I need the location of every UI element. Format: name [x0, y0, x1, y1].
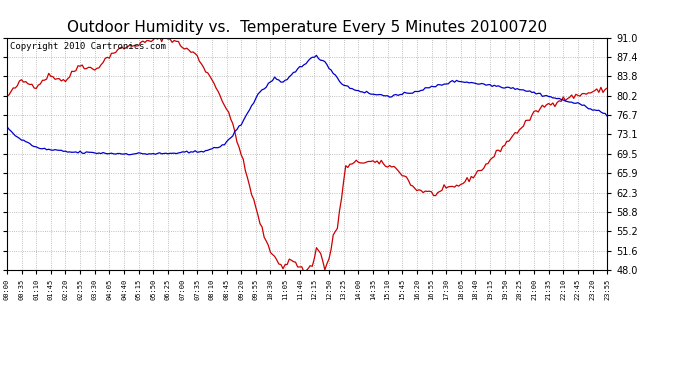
Title: Outdoor Humidity vs.  Temperature Every 5 Minutes 20100720: Outdoor Humidity vs. Temperature Every 5…	[67, 20, 547, 35]
Text: Copyright 2010 Cartronics.com: Copyright 2010 Cartronics.com	[10, 42, 166, 51]
